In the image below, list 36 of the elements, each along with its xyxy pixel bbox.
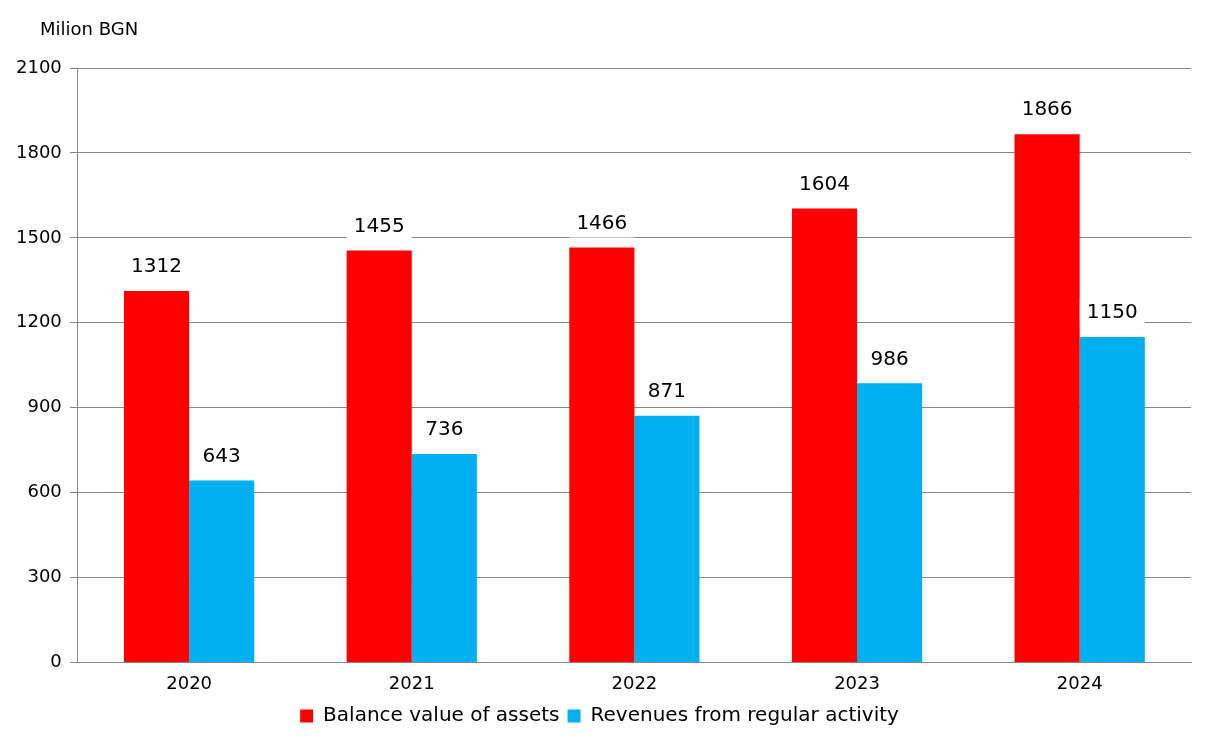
y-tick-label: 2100 [16,55,62,77]
data-label: 871 [647,378,687,403]
bar [1079,336,1145,662]
bar [189,480,255,662]
y-tick-label: 1500 [16,225,62,247]
bar [634,415,700,662]
x-tick-label: 2022 [611,671,658,693]
data-label: 1455 [353,212,405,237]
y-tick-label: 300 [27,565,62,587]
bar [346,250,412,662]
legend-label: Balance value of assets [323,702,560,727]
bar [1014,134,1080,662]
bar [791,208,858,662]
y-tick-label: 0 [50,650,62,672]
y-tick-label: 1800 [16,140,62,162]
data-label: 736 [425,416,464,441]
bar [569,247,635,662]
bar [857,383,923,662]
x-tick-label: 2021 [388,671,435,693]
y-axis-title: Milion BGN [40,17,139,39]
data-label: 1150 [1086,299,1138,324]
x-tick-label: 2024 [1056,671,1103,693]
data-label: 1312 [131,253,183,278]
y-tick-label: 900 [27,395,62,417]
legend-label: Revenues from regular activity [590,702,900,727]
y-tick-label: 1200 [16,310,62,332]
data-label: 1866 [1021,96,1073,121]
x-tick-label: 2023 [834,671,880,693]
bar [124,291,190,662]
data-label: 643 [202,442,241,467]
data-label: 1466 [576,209,628,234]
data-label: 986 [870,345,909,370]
bar [411,454,477,662]
data-label: 1604 [799,170,850,195]
y-tick-label: 600 [27,480,62,502]
x-tick-label: 2020 [166,671,213,693]
